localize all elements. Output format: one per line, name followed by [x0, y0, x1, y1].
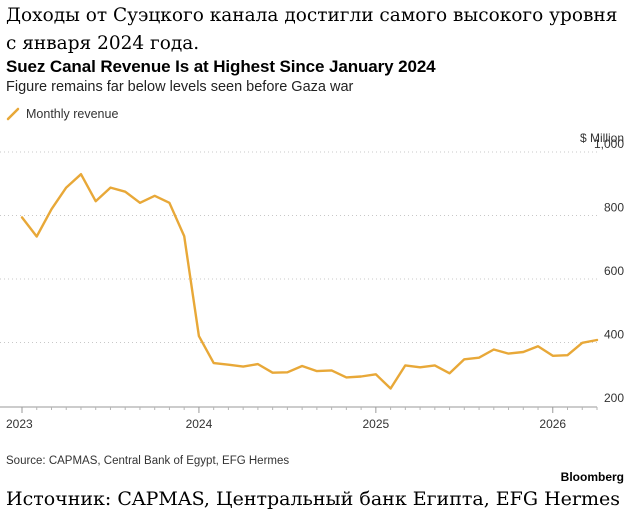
chart-subtitle: Figure remains far below levels seen bef… [6, 79, 354, 95]
x-tick-label: 2025 [362, 417, 389, 431]
y-tick-label: 400 [604, 328, 624, 342]
y-tick-label: 200 [604, 391, 624, 405]
russian-source-footer: Источник: CAPMAS, Центральный банк Египт… [6, 488, 620, 510]
legend: Monthly revenue [6, 107, 118, 121]
bloomberg-logo: Bloomberg [560, 470, 624, 484]
x-tick-label: 2023 [6, 417, 33, 431]
x-tick-label: 2024 [186, 417, 213, 431]
chart-title: Suez Canal Revenue Is at Highest Since J… [6, 57, 436, 76]
legend-line-icon [6, 107, 20, 121]
legend-label: Monthly revenue [26, 107, 119, 121]
y-tick-label: 600 [604, 264, 624, 278]
source-note: Source: CAPMAS, Central Bank of Egypt, E… [6, 455, 290, 467]
series-line-monthly-revenue [20, 173, 599, 390]
x-tick-label: 2026 [539, 417, 566, 431]
russian-headline: Доходы от Суэцкого канала достигли самог… [6, 5, 618, 54]
y-tick-label: 800 [604, 201, 624, 215]
y-tick-label: 1,000 [594, 137, 624, 151]
y-axis-unit-label: $ Million [580, 131, 624, 145]
